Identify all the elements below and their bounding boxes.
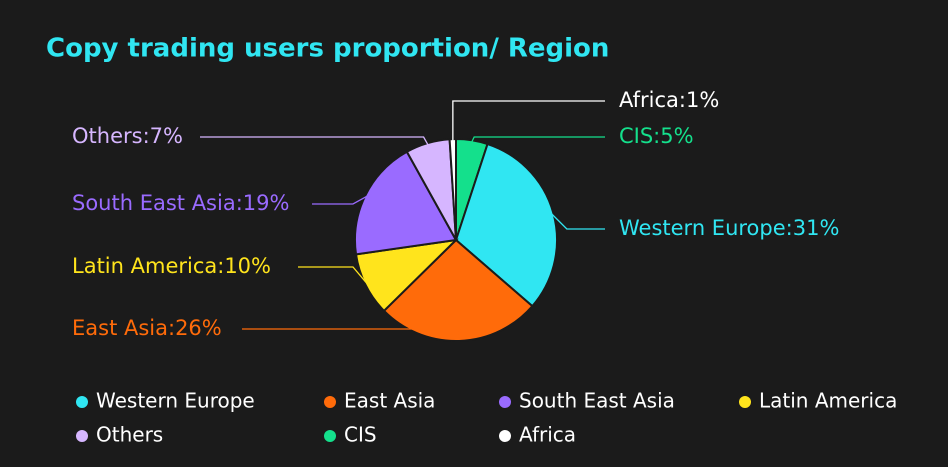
leader-line xyxy=(471,136,605,143)
chart-title: Copy trading users proportion/ Region xyxy=(46,34,609,64)
legend-swatch xyxy=(499,430,511,442)
leader-line xyxy=(298,266,368,285)
legend-swatch xyxy=(76,396,88,408)
leader-line xyxy=(242,328,461,339)
legend-label: South East Asia xyxy=(519,389,675,413)
data-label: Africa:1% xyxy=(619,88,719,112)
legend-label: CIS xyxy=(344,423,377,447)
legend-swatch xyxy=(76,430,88,442)
leader-line xyxy=(200,136,429,146)
legend-label: Western Europe xyxy=(96,389,255,413)
legend-label: Latin America xyxy=(759,389,897,413)
leader-line xyxy=(452,100,605,142)
legend-swatch xyxy=(499,396,511,408)
data-label: CIS:5% xyxy=(619,124,694,148)
data-label: East Asia:26% xyxy=(72,316,222,340)
data-label: Western Europe:31% xyxy=(619,216,839,240)
legend-label: Others xyxy=(96,423,163,447)
legend-label: Africa xyxy=(519,423,576,447)
legend-swatch xyxy=(324,396,336,408)
data-label: Others:7% xyxy=(72,124,183,148)
data-label: Latin America:10% xyxy=(72,254,271,278)
data-label: South East Asia:19% xyxy=(72,191,289,215)
pie-slice xyxy=(382,238,534,342)
legend-swatch xyxy=(739,396,751,408)
leader-line xyxy=(550,213,605,230)
legend-swatch xyxy=(324,430,336,442)
leader-line xyxy=(312,195,368,205)
legend-label: East Asia xyxy=(344,389,435,413)
pie-slice xyxy=(354,150,458,256)
pie-slice xyxy=(454,142,558,308)
